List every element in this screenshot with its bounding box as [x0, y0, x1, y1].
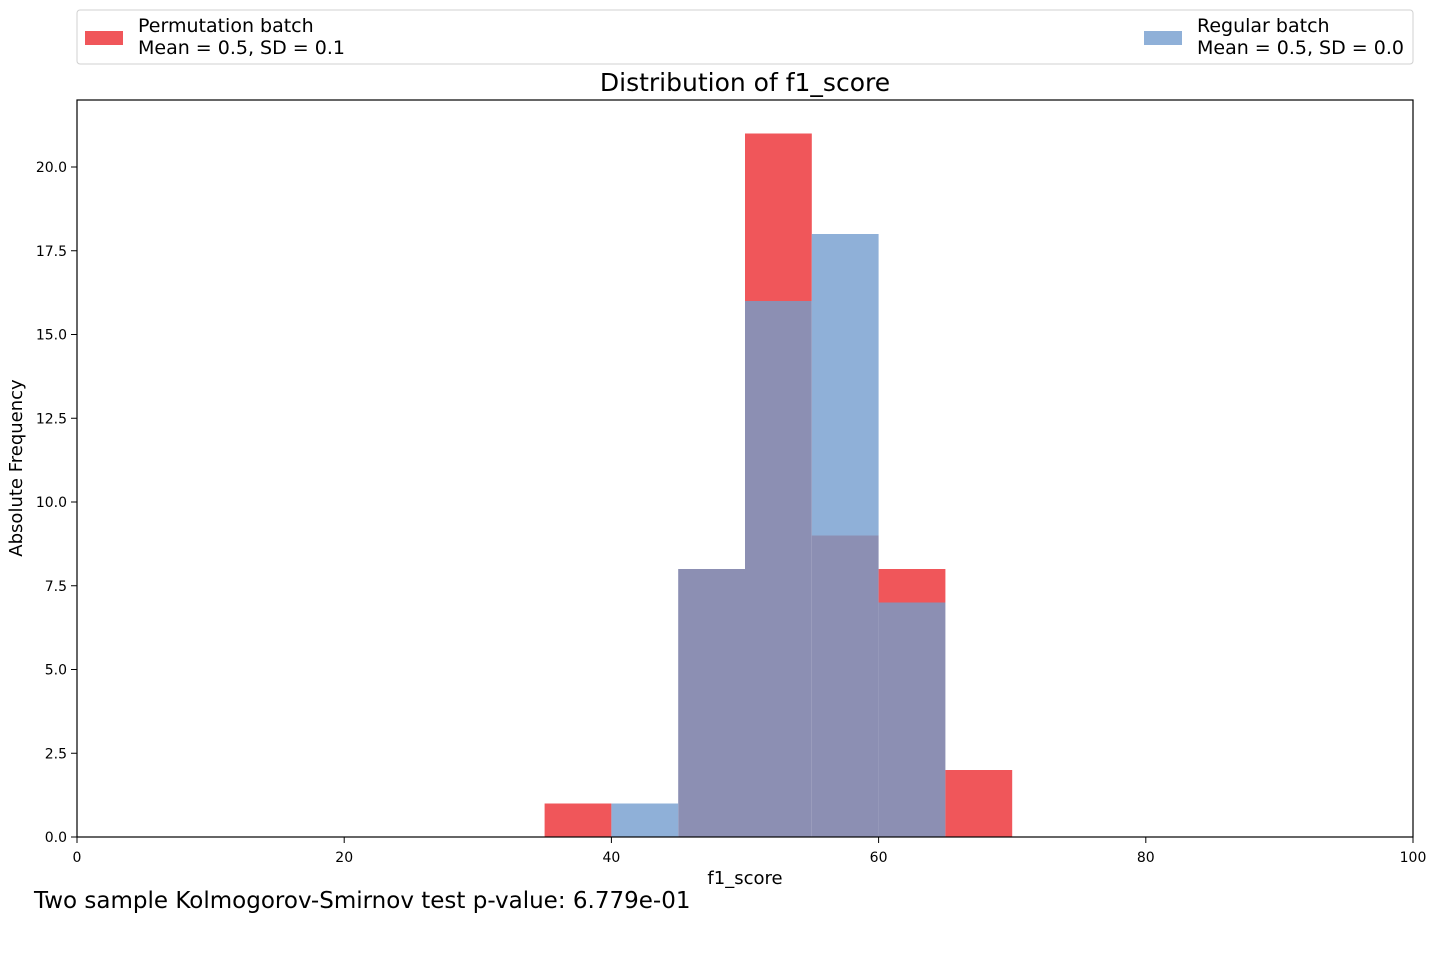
- y-tick-label: 0.0: [45, 830, 67, 846]
- y-axis-label: Absolute Frequency: [6, 379, 27, 557]
- y-tick-label: 17.5: [36, 244, 67, 260]
- x-tick-label: 60: [870, 850, 888, 866]
- x-tick-label: 40: [602, 850, 620, 866]
- y-tick-label: 15.0: [36, 328, 67, 344]
- bars-layer: [544, 133, 1013, 837]
- x-tick-label: 0: [73, 850, 82, 866]
- bar-permutation: [945, 770, 1013, 837]
- y-tick-label: 2.5: [45, 746, 67, 762]
- bar-permutation: [544, 803, 612, 837]
- legend-stats-permutation: Mean = 0.5, SD = 0.1: [138, 37, 345, 59]
- bar-regular: [811, 234, 879, 536]
- legend-label-permutation: Permutation batch: [138, 15, 314, 37]
- bar-overlap: [745, 301, 812, 837]
- x-tick-label: 100: [1400, 850, 1427, 866]
- legend-frame: [76, 9, 1414, 65]
- legend-label-regular: Regular batch: [1197, 15, 1330, 37]
- bar-overlap: [878, 602, 946, 837]
- y-tick-label: 10.0: [36, 495, 67, 511]
- ks-test-footnote: Two sample Kolmogorov-Smirnov test p-val…: [34, 888, 691, 914]
- legend-swatch-regular: [1144, 31, 1182, 45]
- bar-overlap: [811, 535, 879, 837]
- y-tick-label: 7.5: [45, 579, 67, 595]
- y-tick-label: 5.0: [45, 663, 67, 679]
- ticks-layer: 0 20 40 60 80 100 0.0 2.5 5.0 7.5 10.0 12.5 15.0 17.5…: [36, 160, 1427, 866]
- bar-permutation: [878, 569, 946, 603]
- legend-swatch-permutation: [85, 31, 123, 45]
- bar-overlap: [678, 569, 745, 837]
- chart-title: Distribution of f1_score: [600, 68, 890, 97]
- bar-permutation: [745, 133, 812, 301]
- legend-stats-regular: Mean = 0.5, SD = 0.0: [1197, 37, 1404, 59]
- plot-frame: [76, 99, 1414, 838]
- x-tick-label: 20: [335, 850, 353, 866]
- x-tick-label: 80: [1137, 850, 1155, 866]
- bar-regular: [611, 803, 679, 837]
- legend: Permutation batch Mean = 0.5, SD = 0.1 R…: [76, 9, 1414, 65]
- x-axis-label: f1_score: [707, 868, 782, 889]
- y-tick-label: 20.0: [36, 160, 67, 176]
- y-tick-label: 12.5: [36, 411, 67, 427]
